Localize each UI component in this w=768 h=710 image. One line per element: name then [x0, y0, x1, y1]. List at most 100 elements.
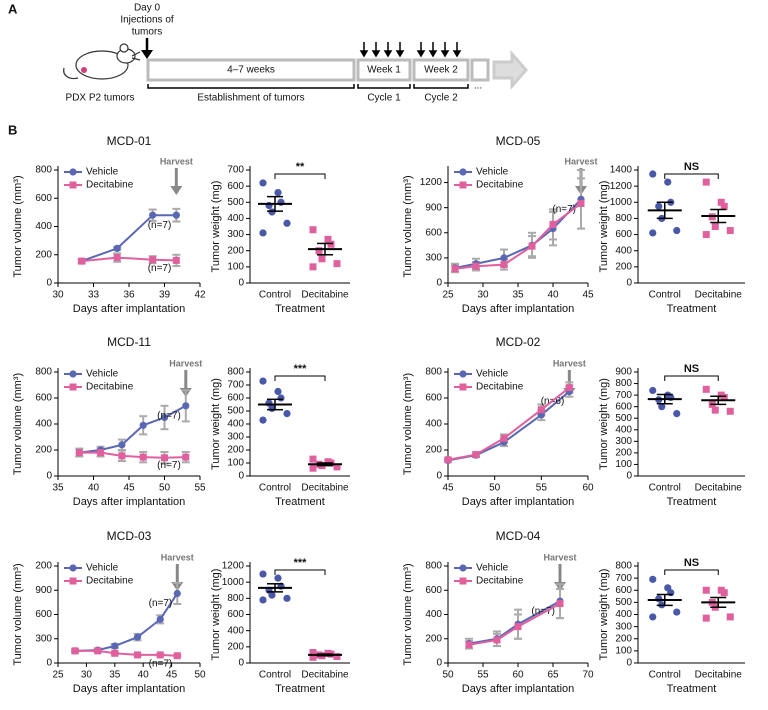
x-tick-label: 30 [52, 290, 64, 301]
y-axis-label: Tumor volume (mm³) [12, 563, 24, 665]
y-tick-label: 800 [35, 165, 52, 176]
y-tick-label: 200 [227, 641, 244, 652]
legend-label: Vehicle [86, 563, 119, 574]
y-axis-label: Tumor weight (mg) [598, 378, 610, 470]
x-axis-label: Days after implantation [462, 303, 575, 315]
x-tick-label: 60 [582, 483, 594, 494]
data-point [711, 223, 719, 230]
data-point [259, 377, 267, 385]
x-tick-label: 65 [547, 670, 559, 681]
significance-label: NS [684, 363, 699, 375]
data-point [182, 402, 190, 410]
significance-bracket [274, 173, 326, 179]
y-tick-label: 400 [425, 419, 442, 430]
x-tick-label: 33 [88, 290, 100, 301]
legend-marker [69, 564, 77, 572]
y-tick-label: 0 [626, 471, 632, 482]
chart-title: MCD-02 [496, 335, 541, 349]
y-tick-label: 100 [615, 459, 632, 470]
x-tick-label: 50 [489, 483, 501, 494]
data-point [309, 653, 317, 661]
data-point [318, 255, 326, 263]
harvest-label: Harvest [564, 156, 597, 166]
data-point [655, 202, 663, 210]
cycle-label: Cycle 2 [424, 93, 458, 104]
data-point [172, 211, 180, 219]
data-point [182, 453, 190, 461]
y-tick-label: 700 [615, 573, 632, 584]
data-point [309, 263, 317, 271]
y-tick-label: 0 [238, 471, 244, 482]
data-point [259, 179, 267, 187]
n-label: (n=7) [148, 263, 172, 274]
data-point [139, 421, 147, 429]
x-tick-label: 50 [159, 483, 171, 494]
x-axis-label: Treatment [275, 496, 325, 508]
x-tick-label: 45 [123, 483, 135, 494]
x-tick-label: 35 [52, 483, 64, 494]
y-tick-label: 600 [227, 393, 244, 404]
x-tick-label: 30 [477, 290, 489, 301]
y-tick-label: 600 [425, 227, 442, 238]
y-tick-label: 1200 [222, 561, 245, 572]
data-point [75, 449, 83, 457]
data-point [577, 199, 585, 207]
x-tick-label: 45 [442, 483, 454, 494]
data-point [268, 208, 276, 216]
y-tick-label: 900 [425, 202, 442, 213]
data-point [702, 178, 710, 186]
harvest-label: Harvest [169, 358, 202, 368]
series-line [81, 214, 177, 263]
panel-label: B [8, 122, 17, 137]
data-point [161, 454, 168, 462]
data-point [493, 636, 501, 644]
y-tick-label: 600 [227, 609, 244, 620]
y-tick-label: 700 [227, 380, 244, 391]
data-point [649, 613, 657, 621]
y-tick-label: 800 [425, 561, 442, 572]
y-tick-label: 100 [615, 646, 632, 657]
brackets [147, 84, 469, 89]
mouse-icon [63, 43, 141, 80]
phase-caption: Establishment of tumors [197, 93, 304, 104]
y-tick-label: 0 [436, 471, 442, 482]
harvest-label: Harvest [553, 358, 586, 368]
x-axis-label: Treatment [667, 683, 717, 695]
y-tick-label: 200 [425, 633, 442, 644]
legend-label: Decitabine [476, 382, 524, 393]
data-point [315, 247, 323, 255]
y-tick-label: 300 [615, 436, 632, 447]
y-tick-label: 500 [227, 406, 244, 417]
data-point [702, 614, 710, 622]
data-point [649, 386, 657, 395]
data-point [720, 202, 728, 210]
data-point [514, 623, 522, 631]
legend-label: Decitabine [86, 382, 134, 393]
data-point [259, 596, 267, 604]
panel-label: A [8, 1, 18, 16]
data-point [149, 211, 157, 219]
n-label: (n=7) [552, 204, 576, 215]
legend-marker [69, 181, 77, 189]
significance-bracket [274, 375, 326, 381]
x-tick-label: Control [649, 290, 681, 301]
data-point [268, 591, 276, 599]
legend-marker [459, 168, 467, 176]
data-point [720, 589, 728, 597]
y-tick-label: 200 [227, 245, 244, 256]
data-point [500, 434, 508, 442]
y-axis-label: Tumor weight (mg) [598, 569, 610, 661]
injection-label: Day 0 [134, 3, 161, 14]
data-point [309, 226, 317, 234]
x-tick-label: 35 [512, 290, 524, 301]
data-point [156, 615, 164, 623]
x-tick-label: Control [259, 483, 291, 494]
data-point [94, 647, 102, 655]
data-point [324, 235, 332, 243]
y-tick-label: 700 [615, 390, 632, 401]
x-tick-label: Decitabine [301, 483, 349, 494]
data-point [649, 229, 657, 237]
x-tick-label: Decitabine [695, 483, 743, 494]
data-point [309, 648, 317, 656]
data-point [720, 393, 728, 401]
